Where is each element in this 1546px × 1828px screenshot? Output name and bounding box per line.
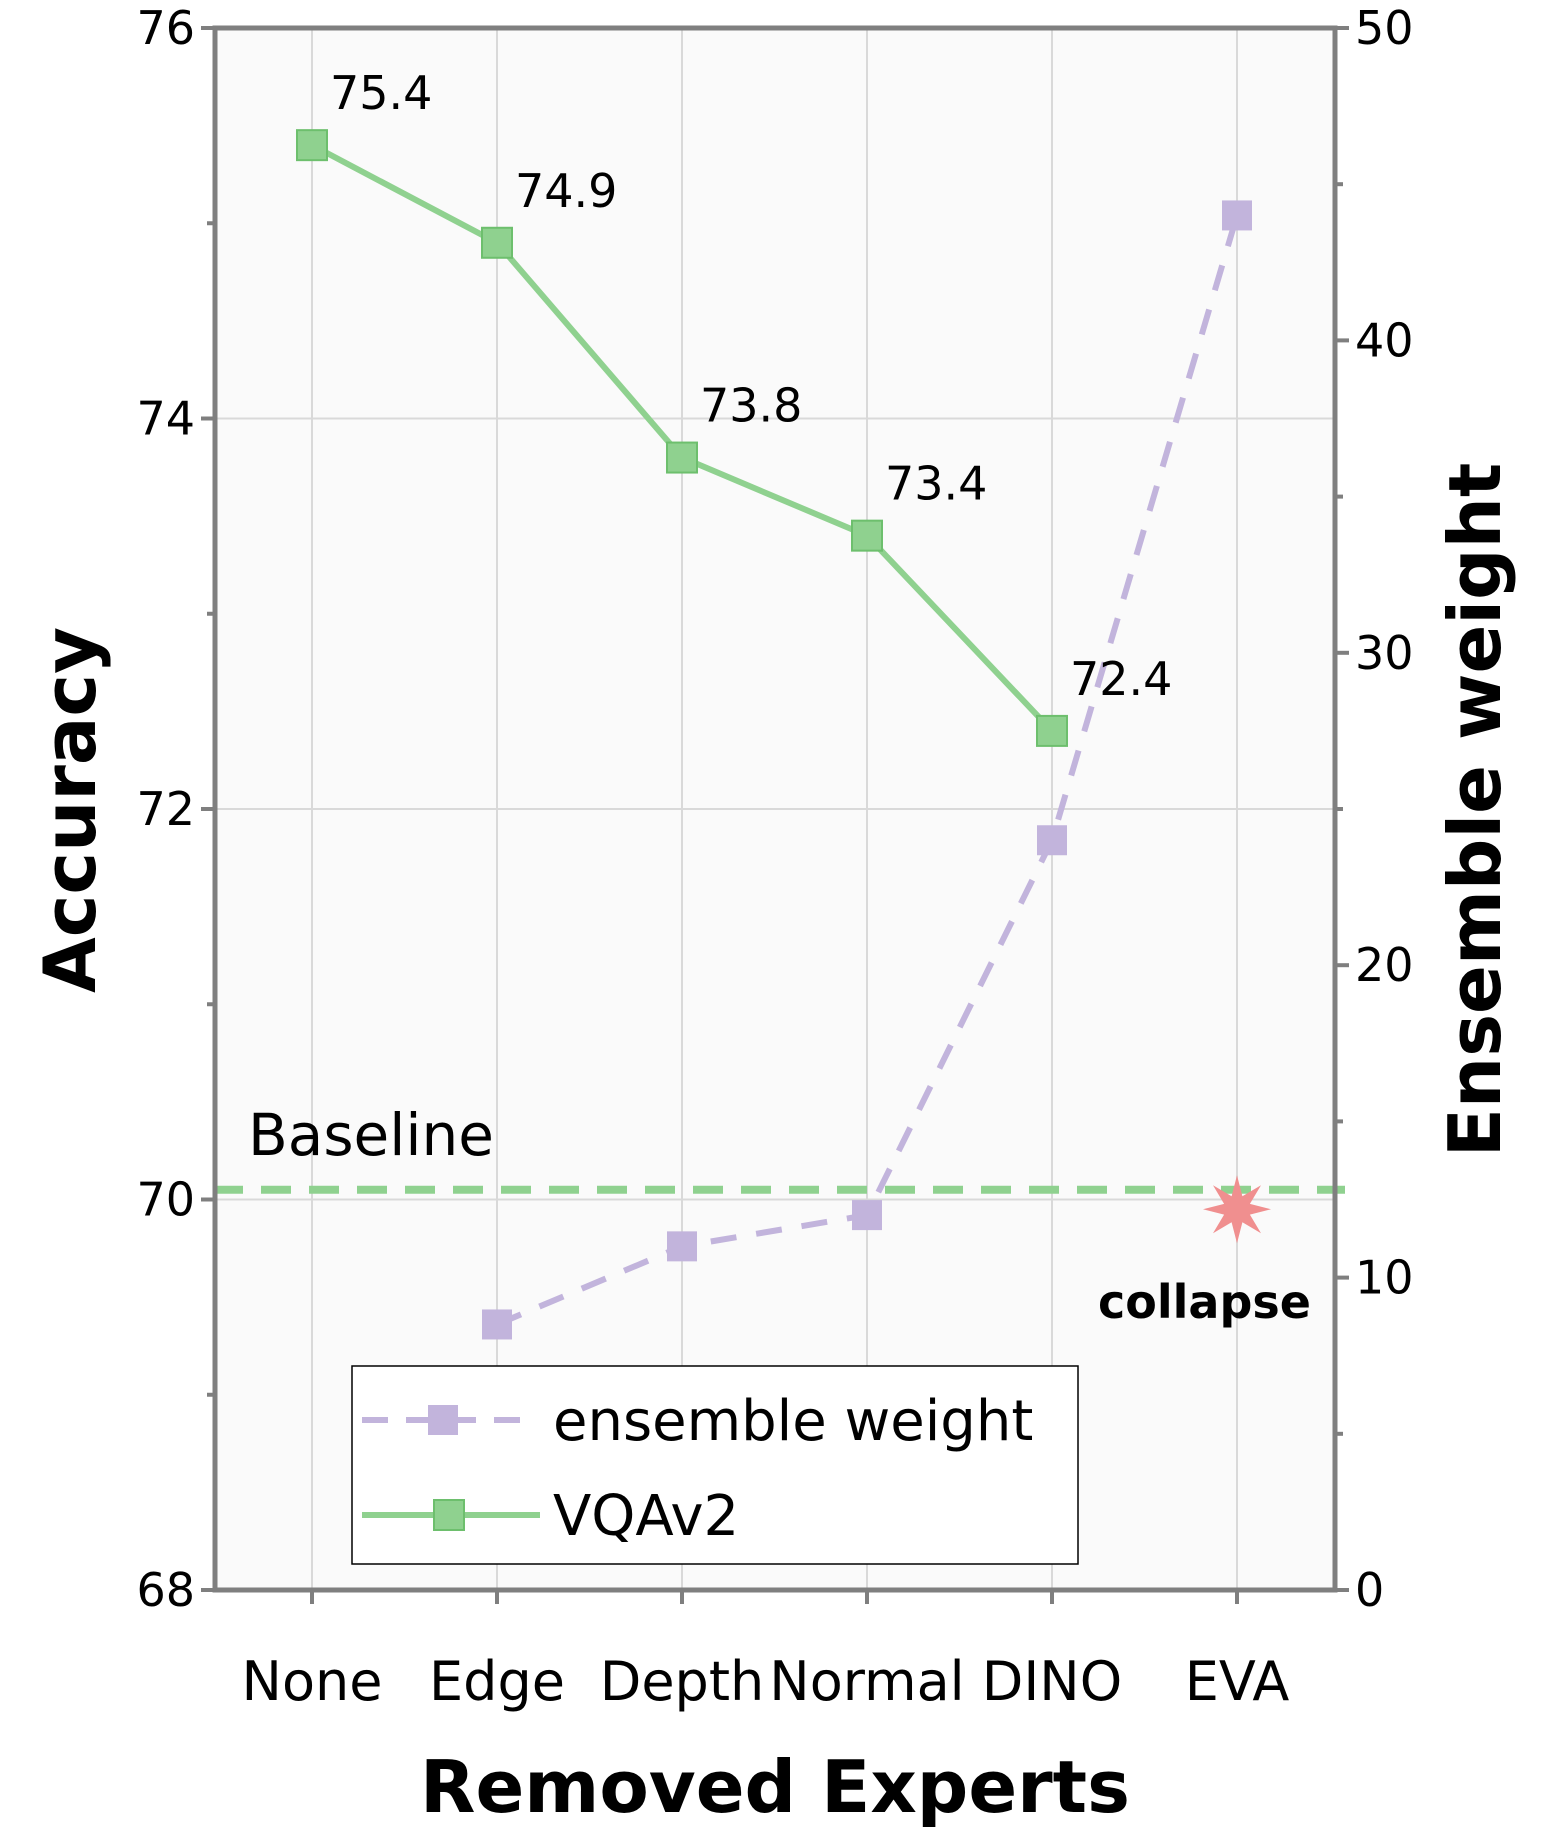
- y-right-tick-label: 40: [1355, 313, 1414, 367]
- collapse-star-icon: [1203, 1175, 1271, 1244]
- x-tick-label: DINO: [982, 1650, 1122, 1713]
- y-left-tick-label: 68: [136, 1563, 195, 1617]
- y-left-tick-label: 70: [136, 1173, 195, 1227]
- x-tick-label: EVA: [1185, 1650, 1290, 1713]
- vqav2-point: [481, 226, 513, 259]
- legend-ensemble-label: ensemble weight: [553, 1389, 1033, 1454]
- legend-vqav2-label: VQAv2: [553, 1484, 739, 1549]
- x-tick-label: Normal: [769, 1650, 964, 1713]
- y-right-tick-label: 0: [1355, 1563, 1384, 1617]
- ensemble-weight-point: [1222, 200, 1252, 231]
- y-right-tick-label: 20: [1355, 938, 1414, 992]
- vqav2-point: [666, 441, 698, 474]
- legend-vqav2-marker: [433, 1499, 465, 1531]
- collapse-label: collapse: [1098, 1275, 1311, 1329]
- vqav2-data-label: 72.4: [1070, 652, 1172, 706]
- ensemble-weight-point: [1037, 825, 1067, 856]
- x-tick-label: None: [242, 1650, 383, 1713]
- legend: ensemble weight VQAv2: [351, 1365, 1079, 1565]
- vqav2-point: [1036, 714, 1068, 747]
- vqav2-data-label: 73.4: [885, 457, 987, 511]
- y-axis-right-title: Ensemble weight: [1433, 463, 1517, 1158]
- x-tick-label: Edge: [429, 1650, 565, 1713]
- ensemble-weight-point: [852, 1200, 882, 1231]
- x-axis-title: Removed Experts: [420, 1745, 1130, 1828]
- y-axis-left-title: Accuracy: [28, 627, 112, 993]
- y-right-tick-label: 10: [1355, 1251, 1414, 1305]
- vqav2-data-label: 75.4: [330, 66, 432, 120]
- y-right-tick-label: 50: [1355, 1, 1414, 55]
- ensemble-weight-point: [667, 1231, 697, 1262]
- y-left-tick-label: 72: [136, 782, 195, 836]
- x-tick-label: Depth: [600, 1650, 764, 1713]
- grid: [215, 27, 1335, 1591]
- ticks-group: [201, 26, 1349, 1604]
- vqav2-data-label: 74.9: [515, 164, 617, 218]
- y-left-tick-label: 76: [136, 1, 195, 55]
- vqav2-point: [296, 129, 328, 162]
- vqav2-point: [851, 519, 883, 552]
- y-left-tick-label: 74: [136, 392, 195, 446]
- y-right-tick-label: 30: [1355, 626, 1414, 680]
- baseline-label: Baseline: [248, 1101, 494, 1169]
- legend-ensemble-marker: [428, 1405, 458, 1435]
- series-group: [296, 129, 1271, 1340]
- ensemble-weight-point: [482, 1309, 512, 1340]
- vqav2-data-label: 73.8: [700, 379, 802, 433]
- legend-box: [351, 1365, 1079, 1565]
- labels-group: 68 70 72 74 76 0 10 20 30 40 50 None Edge Depth Normal…: [136, 1, 1413, 1713]
